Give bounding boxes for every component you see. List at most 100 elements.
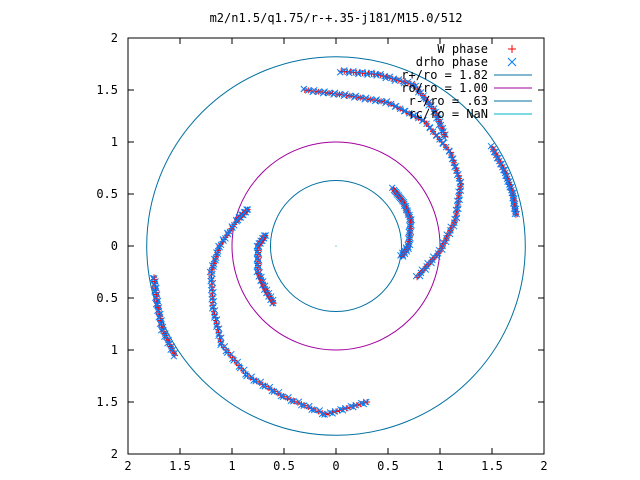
drho-phase-point (211, 314, 218, 321)
w-phase-point (211, 311, 218, 318)
drho-phase-point (213, 321, 221, 328)
drho-phase-point (367, 96, 375, 103)
y-tick-label: 1 (111, 135, 118, 149)
y-tick-labels: 2 1.5 1 0.5 0 0.5 1 1.5 2 (96, 31, 118, 461)
drho-phase-point (331, 89, 339, 97)
w-phase-point (291, 398, 298, 405)
drho-phase-point (364, 71, 371, 78)
legend-label: r+/ro = 1.82 (401, 68, 488, 82)
x-tick-label: 1.5 (169, 459, 191, 473)
drho-phase-point (310, 86, 318, 94)
x-tick-label: 1 (228, 459, 235, 473)
drho-phase-point (412, 272, 420, 280)
drho-phase-point (359, 68, 366, 76)
w-phase-point (244, 206, 251, 213)
x-tick-label: 1 (436, 459, 443, 473)
drho-phase-point (373, 72, 380, 79)
legend-label: ro/ro = 1.00 (401, 81, 488, 95)
drho-phase-point (325, 89, 333, 97)
drho-phase-point (255, 250, 263, 258)
drho-phase-point (255, 256, 263, 264)
drho-phase-point (295, 398, 303, 406)
drho-phase-point (226, 228, 234, 236)
w-phase-point (213, 320, 220, 327)
drho-phase-point (321, 88, 328, 95)
data-points (149, 67, 521, 418)
drho-phase-point (400, 79, 408, 87)
drho-phase-point (250, 377, 258, 384)
w-phase-point (301, 402, 308, 409)
drho-phase-point (207, 277, 215, 285)
legend-label: rc/ro = NaN (409, 107, 488, 121)
drho-phase-point (214, 247, 222, 255)
drho-phase-point (437, 121, 445, 129)
drho-phase-point (208, 305, 216, 312)
drho-phase-point (268, 387, 276, 395)
drho-phase-point (213, 323, 220, 330)
w-phase-point (262, 232, 269, 239)
x-tick-label: 2 (540, 459, 547, 473)
drho-phase-point (215, 332, 222, 340)
drho-phase-point (212, 254, 220, 262)
drho-phase-point (434, 115, 442, 122)
drho-phase-point (409, 82, 417, 90)
drho-phase-point (432, 108, 440, 116)
drho-phase-point (259, 382, 267, 390)
legend-label: drho phase (416, 55, 488, 69)
drho-phase-point (336, 68, 344, 76)
x-tick-label: 2 (124, 459, 131, 473)
drho-phase-point (440, 134, 448, 142)
y-tick-label: 1 (111, 343, 118, 357)
drho-phase-point (315, 88, 323, 96)
drho-phase-point (511, 210, 519, 218)
drho-phase-point (383, 98, 391, 105)
chart-title: m2/n1.5/q1.75/r-+.35-j181/M15.0/512 (210, 11, 463, 25)
drho-phase-point (230, 221, 238, 229)
drho-phase-point (355, 70, 362, 78)
drho-phase-point (285, 393, 292, 401)
drho-phase-point (377, 97, 385, 105)
drho-phase-point (410, 112, 418, 119)
drho-phase-point (356, 94, 364, 101)
legend-label: r-/ro = .63 (409, 94, 488, 108)
w-phase-point (215, 329, 222, 336)
w-phase-point (312, 407, 319, 414)
x-tick-labels: 2 1.5 1 0.5 0 0.5 1 1.5 2 (124, 459, 547, 473)
legend-label: W phase (437, 42, 488, 56)
drho-phase-point (425, 101, 432, 109)
drho-phase-point (211, 312, 219, 319)
drho-phase-point (346, 92, 354, 100)
drho-phase-point (208, 267, 216, 275)
drho-phase-point (254, 267, 262, 275)
x-tick-label: 0.5 (273, 459, 295, 473)
x-tick-label: 0 (332, 459, 339, 473)
legend-marker-x (507, 57, 517, 67)
drho-phase-point (345, 69, 353, 77)
drho-phase-point (401, 107, 409, 115)
drho-phase-point (163, 333, 170, 341)
drho-phase-point (207, 286, 215, 294)
drho-phase-point (397, 252, 404, 259)
y-tick-label: 0 (111, 239, 118, 253)
radius-circle (269, 179, 403, 313)
drho-phase-point (513, 210, 521, 218)
drho-phase-point (170, 352, 178, 360)
drho-phase-point (254, 254, 262, 262)
drho-phase-point (368, 69, 375, 77)
drho-phase-point (217, 241, 225, 249)
drho-phase-point (169, 346, 177, 354)
drho-phase-point (160, 327, 167, 334)
y-tick-label: 0.5 (96, 187, 118, 201)
drho-phase-point (243, 206, 250, 213)
y-tick-label: 1.5 (96, 395, 118, 409)
drho-phase-point (349, 67, 357, 75)
radius-circle (146, 56, 526, 436)
w-phase-point (322, 411, 329, 418)
drho-phase-point (215, 330, 223, 338)
drho-phase-point (210, 260, 218, 268)
x-tick-label: 0.5 (377, 459, 399, 473)
drho-phase-point (254, 260, 262, 268)
drho-phase-point (336, 90, 343, 98)
drho-phase-point (316, 407, 324, 414)
